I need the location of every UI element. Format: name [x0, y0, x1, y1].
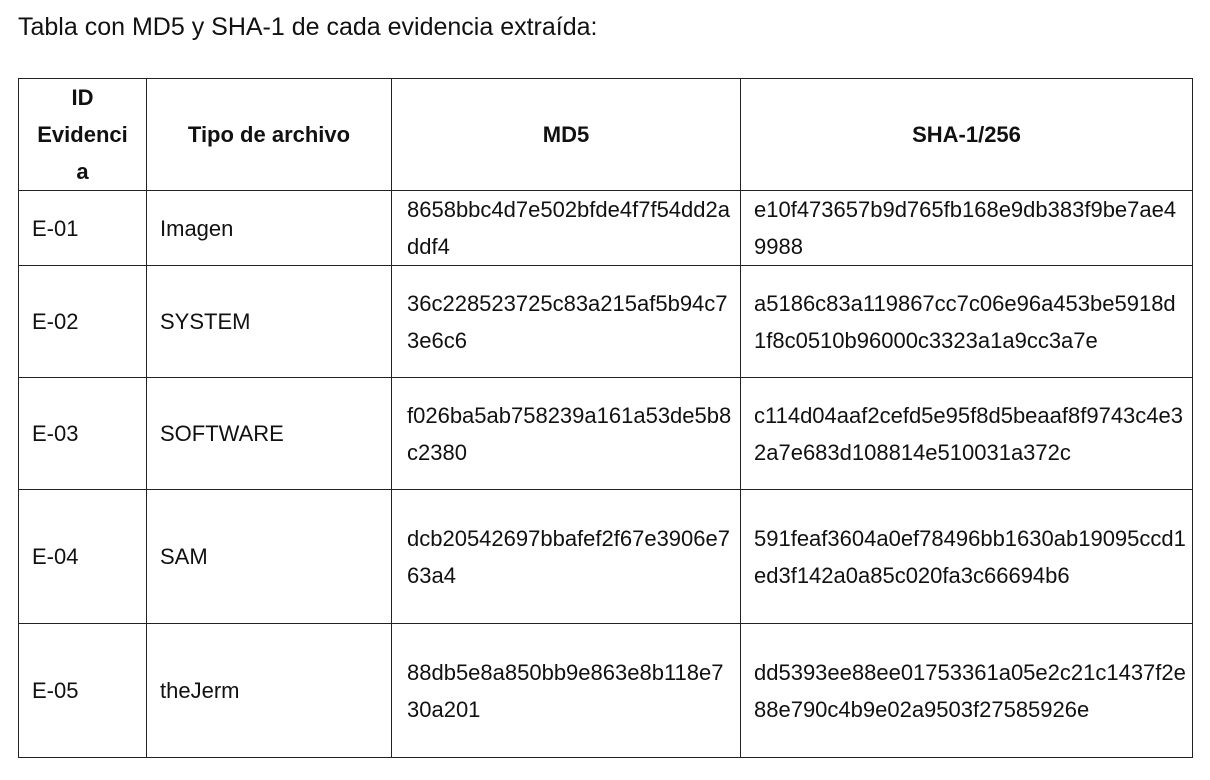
cell-sha: 591feaf3604a0ef78496bb1630ab19095ccd1ed3…	[740, 489, 1193, 624]
header-evidence-id: ID Evidenci a	[18, 78, 147, 191]
cell-evidence-id: E-04	[18, 489, 147, 624]
table-row: E-02 SYSTEM 36c228523725c83a215af5b94c73…	[18, 265, 1193, 378]
cell-md5: 36c228523725c83a215af5b94c73e6c6	[391, 265, 741, 378]
cell-sha: dd5393ee88ee01753361a05e2c21c1437f2e88e7…	[740, 623, 1193, 758]
cell-file-type: theJerm	[146, 623, 392, 758]
header-id-line3: a	[76, 159, 89, 184]
cell-sha: c114d04aaf2cefd5e95f8d5beaaf8f9743c4e32a…	[740, 377, 1193, 490]
cell-file-type: SOFTWARE	[146, 377, 392, 490]
cell-evidence-id: E-05	[18, 623, 147, 758]
header-file-type: Tipo de archivo	[146, 78, 392, 191]
cell-file-type: Imagen	[146, 190, 392, 266]
cell-md5: f026ba5ab758239a161a53de5b8c2380	[391, 377, 741, 490]
cell-sha: a5186c83a119867cc7c06e96a453be5918d1f8c0…	[740, 265, 1193, 378]
table-row: E-05 theJerm 88db5e8a850bb9e863e8b118e73…	[18, 623, 1193, 758]
cell-md5: 88db5e8a850bb9e863e8b118e730a201	[391, 623, 741, 758]
table-caption: Tabla con MD5 y SHA-1 de cada evidencia …	[18, 13, 598, 41]
cell-md5: 8658bbc4d7e502bfde4f7f54dd2addf4	[391, 190, 741, 266]
header-sha: SHA-1/256	[740, 78, 1193, 191]
cell-evidence-id: E-03	[18, 377, 147, 490]
header-md5: MD5	[391, 78, 741, 191]
table-row: E-03 SOFTWARE f026ba5ab758239a161a53de5b…	[18, 377, 1193, 490]
cell-sha: e10f473657b9d765fb168e9db383f9be7ae49988	[740, 190, 1193, 266]
cell-md5: dcb20542697bbafef2f67e3906e763a4	[391, 489, 741, 624]
table-row: E-04 SAM dcb20542697bbafef2f67e3906e763a…	[18, 489, 1193, 624]
cell-file-type: SYSTEM	[146, 265, 392, 378]
header-id-line1: ID	[71, 85, 94, 110]
table-header-row: ID Evidenci a Tipo de archivo MD5 SHA-1/…	[18, 78, 1193, 191]
table-row: E-01 Imagen 8658bbc4d7e502bfde4f7f54dd2a…	[18, 190, 1193, 266]
evidence-hash-table: ID Evidenci a Tipo de archivo MD5 SHA-1/…	[18, 78, 1193, 758]
cell-file-type: SAM	[146, 489, 392, 624]
header-id-line2: Evidenci	[37, 122, 128, 147]
cell-evidence-id: E-01	[18, 190, 147, 266]
cell-evidence-id: E-02	[18, 265, 147, 378]
